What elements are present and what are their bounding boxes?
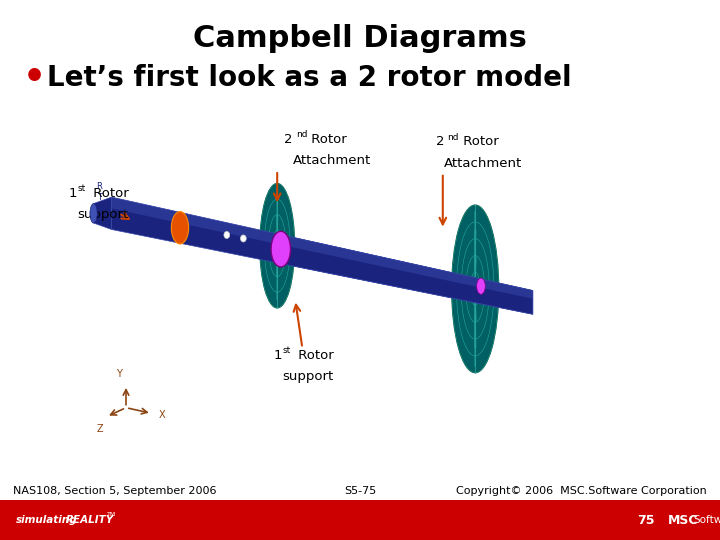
Text: Rotor: Rotor [89,187,128,200]
Polygon shape [277,234,533,299]
Ellipse shape [240,235,246,242]
Text: REALITY: REALITY [66,515,114,525]
Text: st: st [78,184,86,193]
FancyBboxPatch shape [0,500,720,540]
Text: st: st [283,346,291,355]
Text: support: support [77,208,128,221]
Polygon shape [94,197,112,230]
Text: T: T [97,193,102,202]
Polygon shape [112,197,533,299]
Text: Attachment: Attachment [444,157,523,170]
Text: Rotor: Rotor [307,133,347,146]
Text: 2: 2 [284,133,293,146]
Text: Y: Y [116,368,122,379]
Polygon shape [112,197,533,314]
Text: MSC: MSC [668,514,698,526]
Text: 1: 1 [68,187,77,200]
Text: nd: nd [296,130,307,139]
Text: Campbell Diagrams: Campbell Diagrams [193,24,527,53]
Text: R: R [96,182,102,191]
Text: Rotor: Rotor [294,349,333,362]
Text: Z: Z [96,424,103,435]
Text: simulating: simulating [16,515,77,525]
Text: NAS108, Section 5, September 2006: NAS108, Section 5, September 2006 [13,485,217,496]
Text: nd: nd [447,133,459,142]
Text: Rotor: Rotor [459,136,498,148]
Ellipse shape [260,184,294,308]
Text: Software: Software [693,515,720,525]
Text: X: X [158,409,165,420]
Text: Attachment: Attachment [293,154,372,167]
Text: S5-75: S5-75 [344,485,376,496]
Text: 2: 2 [436,136,444,148]
Text: Let’s first look as a 2 rotor model: Let’s first look as a 2 rotor model [47,64,572,92]
Ellipse shape [452,205,498,373]
Ellipse shape [224,232,230,239]
Text: 75: 75 [637,514,654,526]
Text: TM: TM [107,512,116,517]
Text: 1: 1 [274,349,282,362]
Ellipse shape [90,204,97,223]
Text: support: support [282,370,333,383]
Ellipse shape [271,231,291,267]
Ellipse shape [477,278,485,294]
Ellipse shape [171,212,189,244]
Text: Copyright© 2006  MSC.Software Corporation: Copyright© 2006 MSC.Software Corporation [456,485,707,496]
Text: •: • [23,62,46,95]
Polygon shape [277,234,533,314]
